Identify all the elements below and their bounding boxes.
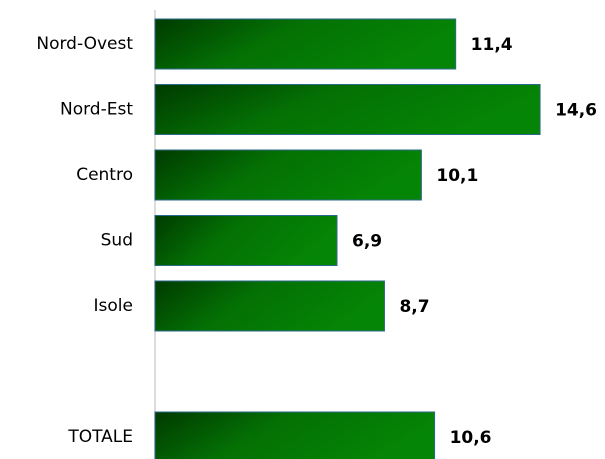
category-label: Isole (94, 296, 133, 316)
value-label: 11,4 (471, 35, 513, 55)
value-label: 10,1 (436, 166, 478, 186)
category-label: Nord-Est (60, 100, 133, 120)
bar (154, 411, 436, 459)
bar (154, 18, 457, 70)
bar (154, 84, 541, 135)
value-label: 6,9 (352, 232, 382, 252)
bar (154, 280, 385, 332)
category-label: Sud (101, 231, 133, 251)
value-label: 8,7 (399, 297, 429, 317)
value-label: 14,6 (555, 101, 597, 121)
category-label: Nord-Ovest (36, 34, 133, 54)
category-label: Centro (76, 165, 133, 185)
value-label: 10,6 (450, 428, 492, 448)
category-label: TOTALE (67, 427, 133, 447)
bar (154, 215, 338, 266)
bar (154, 149, 422, 201)
